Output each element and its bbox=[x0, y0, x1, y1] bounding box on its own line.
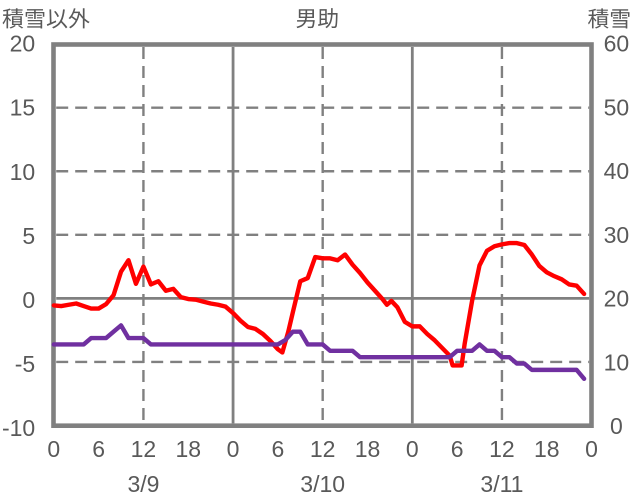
svg-text:-10: -10 bbox=[2, 415, 35, 441]
svg-text:6: 6 bbox=[271, 436, 284, 462]
svg-text:12: 12 bbox=[131, 436, 157, 462]
svg-text:3/10: 3/10 bbox=[300, 471, 345, 497]
svg-text:0: 0 bbox=[47, 436, 60, 462]
svg-text:0: 0 bbox=[406, 436, 419, 462]
svg-text:-5: -5 bbox=[15, 351, 35, 377]
svg-text:3/9: 3/9 bbox=[127, 471, 159, 497]
svg-text:20: 20 bbox=[604, 286, 630, 312]
svg-text:6: 6 bbox=[92, 436, 105, 462]
svg-text:20: 20 bbox=[10, 31, 36, 57]
svg-text:18: 18 bbox=[355, 436, 381, 462]
svg-text:40: 40 bbox=[604, 158, 630, 184]
svg-text:18: 18 bbox=[175, 436, 201, 462]
svg-text:5: 5 bbox=[22, 223, 35, 249]
svg-text:12: 12 bbox=[310, 436, 336, 462]
svg-text:10: 10 bbox=[604, 349, 630, 375]
svg-text:6: 6 bbox=[451, 436, 464, 462]
svg-text:12: 12 bbox=[489, 436, 515, 462]
svg-text:18: 18 bbox=[534, 436, 560, 462]
svg-text:0: 0 bbox=[585, 436, 598, 462]
svg-text:10: 10 bbox=[10, 159, 36, 185]
svg-text:0: 0 bbox=[610, 413, 623, 439]
svg-text:3/11: 3/11 bbox=[480, 471, 523, 497]
svg-text:0: 0 bbox=[22, 287, 35, 313]
svg-text:15: 15 bbox=[10, 95, 36, 121]
svg-text:50: 50 bbox=[604, 94, 630, 120]
svg-text:0: 0 bbox=[227, 436, 240, 462]
svg-text:30: 30 bbox=[604, 222, 630, 248]
svg-text:60: 60 bbox=[604, 31, 630, 57]
